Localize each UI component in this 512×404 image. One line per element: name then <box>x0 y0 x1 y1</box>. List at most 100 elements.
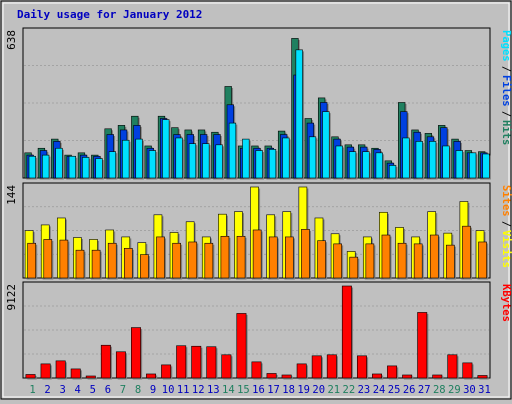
x-tick-label-3: 3 <box>59 384 65 396</box>
top-legend-separator: / <box>500 111 512 117</box>
top-bar-pages <box>295 49 303 179</box>
top-bar-pages <box>95 158 103 179</box>
bottom-bar-kbytes <box>432 374 443 379</box>
middle-bar-sites <box>365 243 375 279</box>
x-tick-label-28: 28 <box>433 384 446 396</box>
top-bar-pages <box>442 145 450 179</box>
bottom-bar-kbytes <box>311 355 322 379</box>
middle-bar-sites <box>252 229 262 279</box>
top-legend-pages: Pages <box>500 30 512 62</box>
middle-ymax-label: 144 <box>5 185 18 205</box>
middle-bar-sites <box>204 242 214 279</box>
bottom-bar-kbytes <box>402 374 413 379</box>
bottom-bar-kbytes <box>296 363 307 379</box>
top-bar-pages <box>135 138 143 179</box>
bottom-bar-kbytes <box>236 313 247 379</box>
middle-bar-sites <box>413 243 423 279</box>
bottom-bar-kbytes <box>281 374 292 379</box>
top-legend-files: Files <box>500 75 512 107</box>
middle-bar-sites <box>333 243 342 279</box>
x-tick-label-8: 8 <box>135 384 141 396</box>
bottom-bar-kbytes <box>70 368 81 379</box>
middle-bar-sites <box>75 249 85 279</box>
top-bar-pages <box>188 143 197 179</box>
bottom-bar-kbytes <box>131 327 141 379</box>
top-bar-pages <box>55 147 63 179</box>
bottom-ymax-label: 9122 <box>5 284 18 311</box>
top-bar-pages <box>122 139 130 179</box>
top-bar-pages <box>175 137 183 179</box>
x-tick-label-27: 27 <box>418 384 431 396</box>
bottom-bar-kbytes <box>417 312 428 379</box>
top-bar-pages <box>308 136 317 179</box>
top-bar-pages <box>375 152 383 179</box>
middle-bar-sites <box>188 241 198 279</box>
chart-title: Daily usage for January 2012 <box>17 8 202 21</box>
x-tick-label-31: 31 <box>478 384 491 396</box>
x-tick-label-30: 30 <box>463 384 476 396</box>
x-tick-label-25: 25 <box>388 384 401 396</box>
middle-bar-sites <box>59 239 69 279</box>
top-bar-pages <box>162 119 170 179</box>
bottom-bar-kbytes <box>161 364 172 379</box>
top-bar-pages <box>348 151 357 179</box>
x-tick-label-19: 19 <box>297 384 310 396</box>
x-tick-label-20: 20 <box>312 384 325 396</box>
x-tick-label-29: 29 <box>448 384 461 396</box>
top-bar-pages <box>82 157 90 179</box>
bottom-bar-kbytes <box>146 373 157 379</box>
x-tick-label-18: 18 <box>282 384 295 396</box>
top-bar-pages <box>242 138 250 179</box>
middle-bar-sites <box>317 240 326 279</box>
middle-bar-sites <box>397 242 407 279</box>
top-bar-pages <box>28 155 36 179</box>
top-bar-pages <box>455 150 463 179</box>
top-bar-pages <box>428 141 437 179</box>
middle-bar-sites <box>381 234 391 279</box>
top-bar-pages <box>228 122 237 179</box>
x-tick-label-4: 4 <box>75 384 81 396</box>
panels: 638 Pages / Files / Hits 144 Sites / Visits 9122 KB… <box>5 27 512 380</box>
top-bar-pages <box>335 145 343 179</box>
x-tick-label-6: 6 <box>105 384 111 396</box>
bottom-bar-kbytes <box>85 375 96 379</box>
middle-bar-sites <box>107 242 117 279</box>
top-ymax-label: 638 <box>5 30 18 50</box>
bottom-bar-kbytes <box>326 354 337 379</box>
top-legend-separator: / <box>500 66 512 72</box>
x-tick-label-2: 2 <box>44 384 50 396</box>
bottom-bar-kbytes <box>176 345 187 379</box>
bottom-bar-kbytes <box>191 345 202 379</box>
middle-bar-sites <box>123 247 133 279</box>
top-bar-pages <box>282 137 290 179</box>
x-tick-label-7: 7 <box>120 384 126 396</box>
top-bar-pages <box>388 165 397 179</box>
top-bar-pages <box>148 150 157 179</box>
bottom-bar-kbytes <box>266 373 277 379</box>
x-tick-label-15: 15 <box>237 384 250 396</box>
x-tick-label-26: 26 <box>403 384 416 396</box>
top-bar-pages <box>215 144 223 179</box>
x-tick-label-9: 9 <box>150 384 156 396</box>
x-tick-label-5: 5 <box>90 384 96 396</box>
middle-bar-sites <box>429 234 439 279</box>
x-tick-label-22: 22 <box>343 384 356 396</box>
middle-bar-sites <box>268 236 278 279</box>
top-bar-pages <box>42 154 50 179</box>
bottom-bar-kbytes <box>25 374 36 379</box>
bottom-bar-kbytes <box>221 354 232 379</box>
middle-legend-sites: Sites <box>500 185 512 217</box>
bottom-bar-kbytes <box>251 361 262 379</box>
middle-bar-sites <box>446 244 455 279</box>
middle-bar-sites <box>156 236 165 279</box>
middle-bar-sites <box>140 254 149 279</box>
middle-bar-sites <box>285 236 294 279</box>
top-bar-pages <box>362 151 370 179</box>
middle-bar-sites <box>27 242 37 279</box>
middle-bar-sites <box>478 241 487 279</box>
top-bar-pages <box>469 152 477 179</box>
x-tick-label-10: 10 <box>162 384 175 396</box>
x-tick-label-24: 24 <box>373 384 386 396</box>
